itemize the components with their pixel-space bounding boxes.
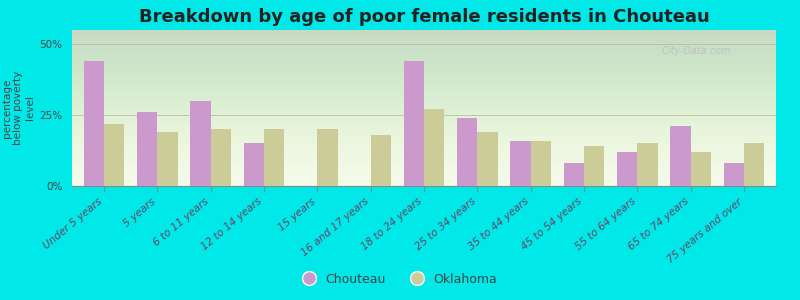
Bar	[137, 112, 158, 186]
Bar	[638, 143, 658, 186]
Bar	[404, 61, 424, 186]
Bar	[318, 129, 338, 186]
Bar	[190, 101, 210, 186]
Bar	[370, 135, 391, 186]
Bar	[670, 126, 690, 186]
Bar	[744, 143, 764, 186]
Bar	[158, 132, 178, 186]
Bar	[584, 146, 604, 186]
Bar	[510, 141, 530, 186]
Bar	[478, 132, 498, 186]
Bar	[264, 129, 284, 186]
Legend: Chouteau, Oklahoma: Chouteau, Oklahoma	[298, 268, 502, 291]
Bar	[457, 118, 478, 186]
Bar	[690, 152, 711, 186]
Title: Breakdown by age of poor female residents in Chouteau: Breakdown by age of poor female resident…	[138, 8, 710, 26]
Bar	[564, 163, 584, 186]
Bar	[424, 110, 444, 186]
Bar	[210, 129, 231, 186]
Bar	[530, 141, 551, 186]
Bar	[724, 163, 744, 186]
Bar	[617, 152, 638, 186]
Bar	[244, 143, 264, 186]
Text: City-Data.com: City-Data.com	[661, 46, 731, 56]
Bar	[84, 61, 104, 186]
Bar	[104, 124, 124, 186]
Y-axis label: percentage
below poverty
level: percentage below poverty level	[2, 71, 35, 145]
